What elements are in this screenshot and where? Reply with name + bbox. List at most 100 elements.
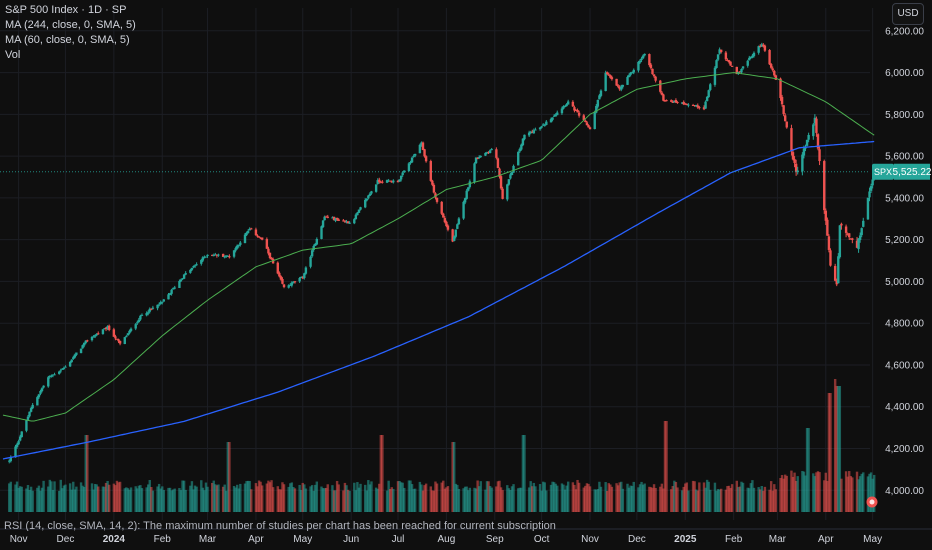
candle-body (629, 72, 632, 75)
candle-body (757, 46, 760, 53)
volume-bar (768, 489, 771, 512)
volume-bar (796, 476, 799, 512)
volume-legend[interactable]: Vol (5, 49, 21, 61)
candle-body (517, 152, 520, 166)
volume-bar (576, 479, 579, 512)
chart-title[interactable]: S&P 500 Index · 1D · SP (5, 4, 127, 16)
candle-body (551, 117, 554, 120)
candle-body (171, 288, 175, 290)
candle-body (562, 106, 565, 109)
candle-body (314, 243, 317, 247)
candle-body (713, 67, 717, 85)
candle-body (512, 165, 515, 173)
candle-body (134, 324, 137, 329)
volume-bar (621, 488, 625, 512)
volume-bar (718, 489, 721, 512)
candle-body (498, 168, 501, 177)
candle-body (420, 142, 423, 146)
candle-body (200, 260, 203, 264)
volume-bar (719, 488, 723, 512)
candle-body (192, 266, 195, 268)
candle-body (604, 72, 607, 92)
candle-body (651, 68, 654, 75)
candle-body (851, 238, 854, 240)
volume-bar (146, 484, 150, 512)
candle-body (826, 219, 829, 236)
volume-bar (324, 487, 328, 512)
candle-body (487, 152, 490, 154)
candle-body (211, 254, 214, 256)
x-tick-label: Feb (154, 534, 172, 545)
volume-bar (265, 483, 269, 512)
volume-bar (844, 471, 848, 512)
volume-bar (248, 481, 251, 512)
volume-bar (835, 386, 838, 512)
volume-bar (773, 484, 776, 512)
candle-body (685, 104, 689, 106)
candle-body (388, 180, 392, 182)
candle-body (833, 266, 837, 281)
candle-body (473, 163, 476, 183)
candle-body (90, 336, 94, 341)
candle-body (221, 253, 225, 257)
candle-body (15, 444, 19, 447)
candle-body (228, 256, 231, 258)
volume-bar (370, 481, 373, 512)
candle-body (807, 134, 810, 140)
candle-body (484, 152, 487, 156)
volume-bar (181, 480, 184, 512)
volume-bar (440, 482, 443, 512)
candle-body (410, 157, 414, 163)
candle-body (381, 181, 384, 183)
volume-bar (18, 486, 22, 512)
volume-bar (215, 485, 219, 512)
candle-body (106, 326, 109, 329)
candle-body (304, 267, 308, 274)
candle-body (86, 340, 89, 342)
volume-bar (204, 482, 208, 512)
candle-body (691, 104, 695, 106)
volume-bar (221, 486, 225, 512)
candle-body (495, 149, 498, 158)
volume-bar (654, 487, 657, 512)
volume-bar (364, 484, 367, 512)
volume-bar (239, 483, 242, 512)
candle-body (659, 80, 662, 92)
candle-body (715, 60, 718, 68)
candle-body (376, 180, 379, 184)
volume-bar (648, 486, 651, 512)
volume-bar (445, 487, 448, 512)
y-tick-label: 4,000.00 (885, 486, 924, 497)
candle-body (95, 333, 98, 336)
candle-body (278, 272, 281, 277)
volume-bar (270, 480, 273, 512)
ma244-legend[interactable]: MA (244, close, 0, SMA, 5) (5, 19, 136, 31)
candle-body (740, 69, 743, 73)
volume-bar (150, 487, 153, 512)
volume-bar (345, 485, 348, 512)
volume-bar (353, 482, 356, 512)
volume-bar (442, 480, 445, 512)
volume-bar (598, 481, 601, 512)
currency-button[interactable]: USD (892, 3, 924, 25)
volume-bar (490, 487, 493, 512)
volume-bar (663, 421, 667, 512)
candle-body (267, 248, 270, 254)
candle-body (37, 394, 41, 398)
volume-bar (552, 482, 556, 512)
candle-body (170, 289, 173, 294)
volume-bar (627, 487, 631, 512)
volume-bar (518, 487, 521, 512)
candle-body (794, 163, 798, 173)
volume-bar (114, 485, 117, 512)
candle-body (862, 220, 865, 227)
candle-body (585, 122, 589, 126)
volume-bar (290, 482, 294, 512)
volume-bar (368, 484, 372, 512)
volume-bar (562, 484, 565, 512)
candle-body (674, 99, 678, 103)
candle-body (320, 226, 323, 239)
ma60-legend[interactable]: MA (60, close, 0, SMA, 5) (5, 34, 130, 46)
